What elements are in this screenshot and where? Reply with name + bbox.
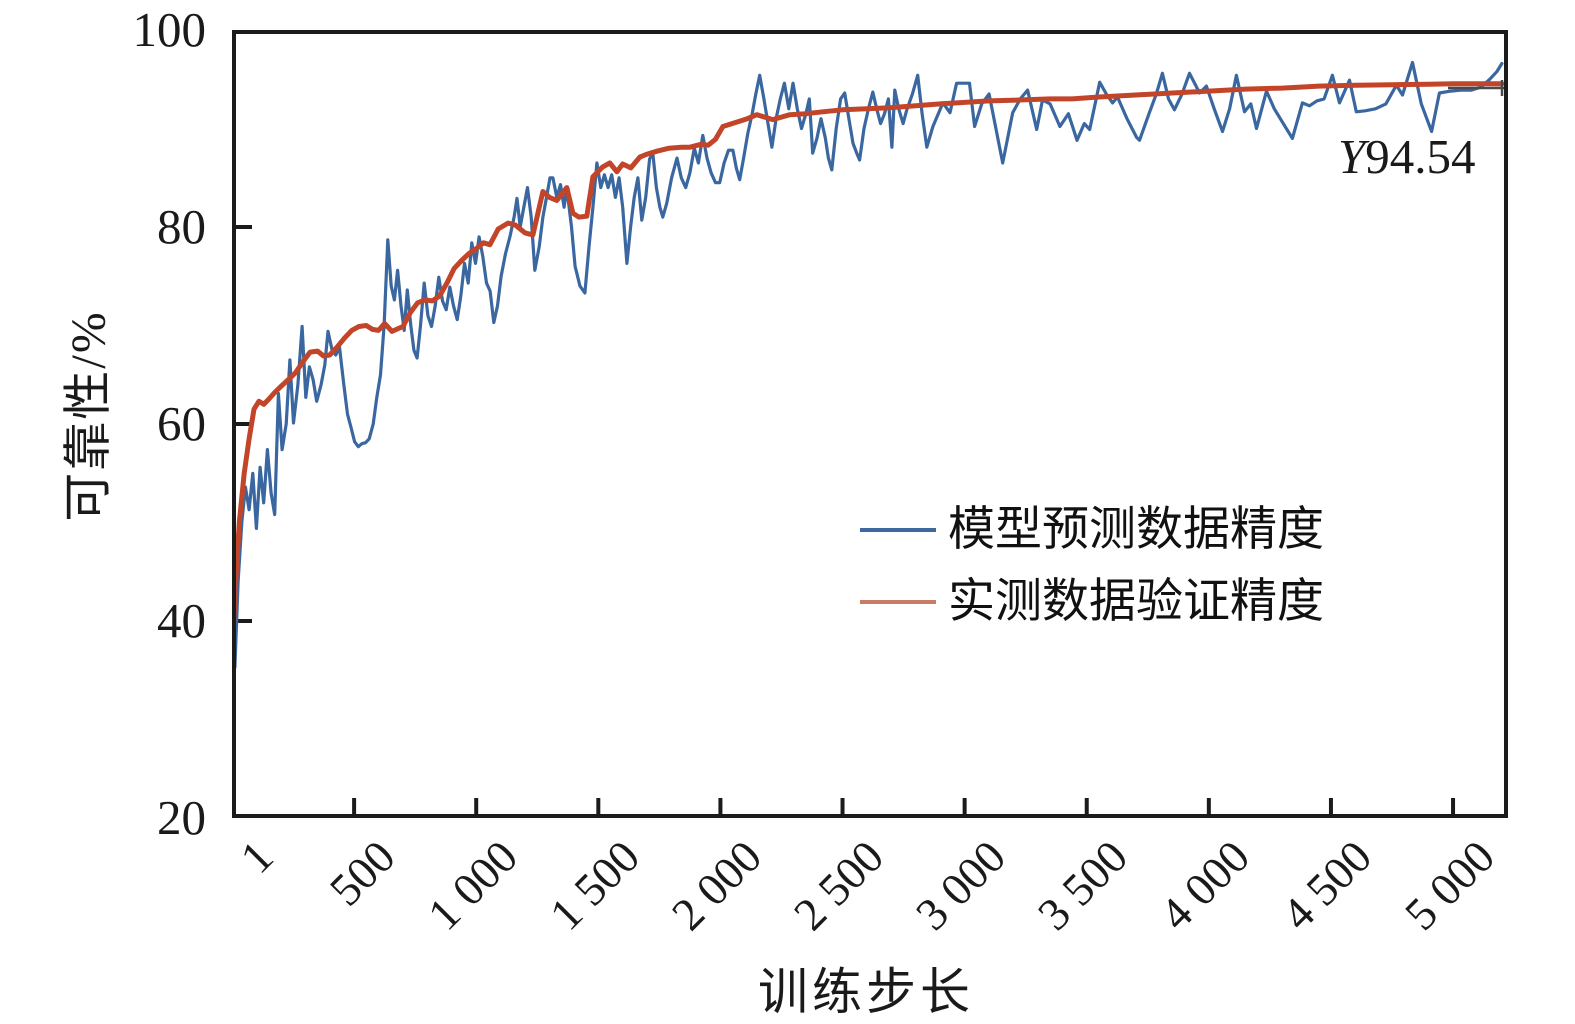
- legend-label-prediction: 模型预测数据精度: [948, 504, 1324, 556]
- series-line-prediction: [236, 60, 1504, 669]
- x-tick-label: 5 000: [1394, 830, 1504, 940]
- y-tick-label: 80: [157, 199, 206, 254]
- x-tick-label: 3 000: [906, 830, 1016, 940]
- plot-area: [232, 30, 1508, 818]
- x-tick-label: 500: [319, 830, 405, 916]
- series-line-validation: [236, 81, 1504, 625]
- plot-border: [232, 30, 1508, 818]
- x-tick-label: 2 000: [661, 830, 772, 940]
- x-tick-label: 3 500: [1028, 830, 1138, 940]
- y-tick-label: 60: [157, 396, 206, 451]
- x-tick-label: 1 500: [539, 830, 649, 940]
- x-tick-label: 2 500: [783, 830, 894, 940]
- final-value-annotation: Y94.54: [1338, 128, 1476, 185]
- y-axis-title: 可靠性/%: [60, 310, 116, 522]
- x-tick-label: 1 000: [417, 830, 527, 940]
- legend-label-validation: 实测数据验证精度: [948, 576, 1324, 628]
- legend-entry-validation: 实测数据验证精度: [860, 572, 1324, 632]
- annotation-prefix: Y: [1338, 129, 1366, 184]
- legend-line-swatch-red: [860, 600, 936, 604]
- x-axis-title: 训练步长: [758, 964, 974, 1020]
- y-tick-label: 20: [157, 790, 206, 845]
- legend-entry-prediction: 模型预测数据精度: [860, 500, 1324, 560]
- x-tick-label: 1: [230, 830, 283, 883]
- x-tick-label: 4 500: [1272, 830, 1382, 940]
- legend: 模型预测数据精度 实测数据验证精度: [860, 500, 1324, 644]
- legend-line-swatch-blue: [860, 528, 936, 532]
- x-tick-label: 4 000: [1150, 830, 1260, 940]
- y-tick-label: 40: [157, 593, 206, 648]
- y-tick-label: 100: [132, 2, 207, 57]
- annotation-value: 94.54: [1365, 129, 1476, 184]
